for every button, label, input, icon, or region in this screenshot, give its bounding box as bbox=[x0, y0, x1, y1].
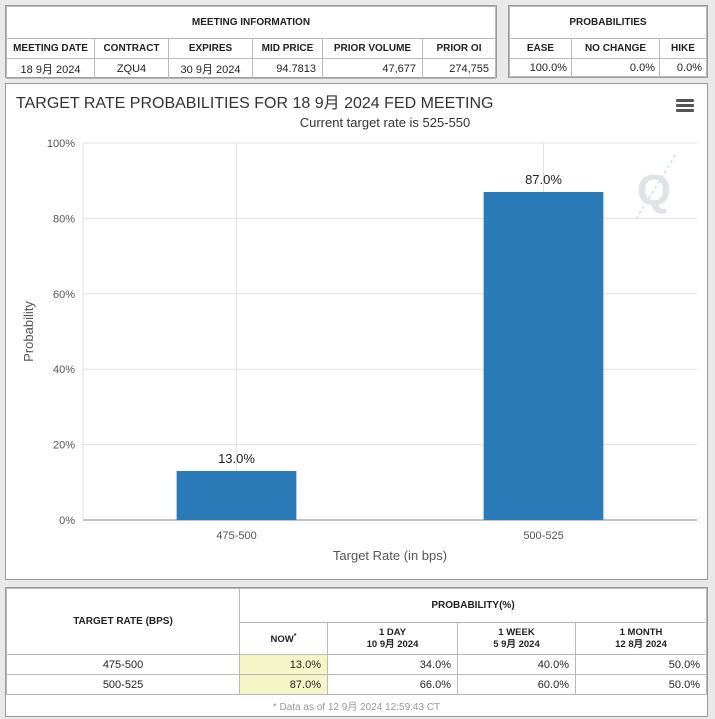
col-meeting-date: MEETING DATE bbox=[6, 38, 95, 59]
col-1-month: 1 MONTH 12 8月 2024 bbox=[575, 622, 707, 655]
data-label: 87.0% bbox=[525, 172, 562, 187]
y-tick-label: 80% bbox=[53, 213, 75, 225]
probabilities-title: PROBABILITIES bbox=[509, 6, 707, 39]
prior-oi-value: 274,755 bbox=[422, 58, 496, 79]
table-row: 500-525 87.0% 66.0% 60.0% 50.0% bbox=[6, 674, 707, 695]
col-hike: HIKE bbox=[659, 38, 707, 59]
x-tick-label: 500-525 bbox=[523, 530, 563, 542]
col-ease: EASE bbox=[509, 38, 572, 59]
mid-price-value: 94.7813 bbox=[252, 58, 323, 79]
probability-header: PROBABILITY(%) bbox=[239, 588, 707, 623]
meeting-info-panel: MEETING INFORMATION MEETING DATE CONTRAC… bbox=[5, 5, 497, 79]
col-mid-price: MID PRICE bbox=[252, 38, 323, 59]
contract-value: ZQU4 bbox=[94, 58, 169, 79]
target-rate-table: TARGET RATE (BPS) PROBABILITY(%) NOW* 1 … bbox=[6, 588, 707, 717]
q-watermark-icon: Q bbox=[635, 153, 677, 220]
col-1-week: 1 WEEK 5 9月 2024 bbox=[457, 622, 576, 655]
ease-value: 100.0% bbox=[509, 58, 572, 77]
col-prior-volume: PRIOR VOLUME bbox=[322, 38, 423, 59]
y-tick-label: 100% bbox=[47, 138, 75, 150]
y-axis-title: Probability bbox=[21, 301, 36, 362]
probabilities-panel: PROBABILITIES EASE NO CHANGE HIKE 100.0%… bbox=[508, 5, 708, 78]
expires-value: 30 9月 2024 bbox=[168, 58, 253, 79]
chart-subtitle: Current target rate is 525-550 bbox=[300, 115, 471, 130]
bar bbox=[483, 192, 604, 520]
y-tick-label: 20% bbox=[53, 440, 75, 452]
chart-title: TARGET RATE PROBABILITIES FOR 18 9月 2024… bbox=[16, 95, 494, 112]
meeting-info-table: MEETING INFORMATION MEETING DATE CONTRAC… bbox=[6, 6, 496, 79]
bar bbox=[176, 470, 297, 520]
col-now: NOW* bbox=[239, 622, 328, 655]
prior-volume-value: 47,677 bbox=[322, 58, 423, 79]
data-footnote: * Data as of 12 9月 2024 12:59:43 CT bbox=[272, 702, 441, 714]
x-axis-title: Target Rate (in bps) bbox=[333, 548, 447, 563]
bar-chart: 0% 20% 40% 60% 80% 100% 13.0% 475-500 87.0% 500-5… bbox=[21, 115, 697, 563]
target-rate-panel: TARGET RATE (BPS) PROBABILITY(%) NOW* 1 … bbox=[5, 587, 708, 717]
y-tick-label: 40% bbox=[53, 364, 75, 376]
col-prior-oi: PRIOR OI bbox=[422, 38, 496, 59]
chart-panel: 0% 20% 40% 60% 80% 100% 13.0% 475-500 87.0% 500-5… bbox=[5, 83, 708, 580]
y-tick-label: 60% bbox=[53, 289, 75, 301]
meeting-info-title: MEETING INFORMATION bbox=[6, 6, 496, 39]
table-row: 475-500 13.0% 34.0% 40.0% 50.0% bbox=[6, 654, 707, 675]
probabilities-table: PROBABILITIES EASE NO CHANGE HIKE 100.0%… bbox=[509, 6, 707, 77]
hike-value: 0.0% bbox=[659, 58, 707, 77]
meeting-date-value: 18 9月 2024 bbox=[6, 58, 95, 79]
no-change-value: 0.0% bbox=[571, 58, 660, 77]
col-1-day: 1 DAY 10 9月 2024 bbox=[327, 622, 458, 655]
hamburger-menu-icon[interactable] bbox=[676, 99, 694, 113]
target-rate-header: TARGET RATE (BPS) bbox=[6, 588, 240, 655]
col-contract: CONTRACT bbox=[94, 38, 169, 59]
col-no-change: NO CHANGE bbox=[571, 38, 660, 59]
data-label: 13.0% bbox=[218, 451, 255, 466]
x-tick-label: 475-500 bbox=[216, 530, 256, 542]
col-expires: EXPIRES bbox=[168, 38, 253, 59]
y-tick-label: 0% bbox=[59, 515, 75, 527]
